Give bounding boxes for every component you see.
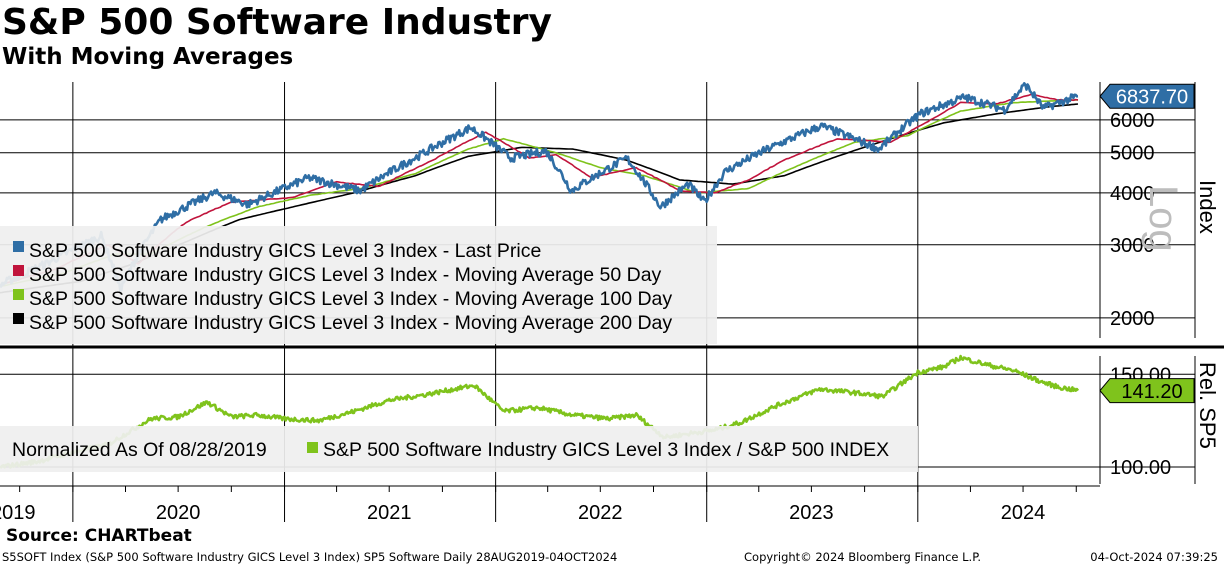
x-tick-label: 2021 [367, 502, 412, 524]
timestamp: 04-Oct-2024 07:39:25 [1090, 550, 1218, 564]
last-price-flag: 6837.70 [1099, 83, 1195, 109]
legend-entry: S&P 500 Software Industry GICS Level 3 I… [29, 264, 662, 286]
y-tick-label: 3000 [1110, 235, 1155, 257]
y-axis-title-relative: Rel. SP5 [1195, 362, 1220, 449]
x-tick-label: 2020 [156, 502, 201, 524]
legend-entry: S&P 500 Software Industry GICS Level 3 I… [323, 439, 889, 461]
x-tick-label: 2019 [0, 502, 36, 524]
x-tick-label: 2023 [789, 502, 834, 524]
legend-entry: S&P 500 Software Industry GICS Level 3 I… [29, 240, 541, 262]
series-relative-strength [0, 354, 1080, 469]
copyright-notice: Copyright© 2024 Bloomberg Finance L.P. [744, 550, 981, 564]
legend-background [0, 426, 918, 472]
legend-swatch [307, 442, 318, 453]
x-tick-label: 2024 [1001, 502, 1046, 524]
source-label: Source: CHARTbeat [6, 526, 192, 546]
y-tick-label: 5000 [1110, 143, 1155, 165]
y-tick-label: 6000 [1110, 110, 1155, 132]
relative-flag-text: 141.20 [1121, 381, 1182, 403]
log-scale-watermark: Log [1141, 185, 1185, 252]
legend-swatch [13, 313, 24, 324]
x-tick-label: 2022 [578, 502, 623, 524]
legend-entry: S&P 500 Software Industry GICS Level 3 I… [29, 312, 672, 334]
legend-swatch [13, 265, 24, 276]
legend-background [0, 226, 717, 344]
last-price-flag-box [1099, 83, 1195, 109]
series-description: S5SOFT Index (S&P 500 Software Industry … [2, 550, 618, 564]
last-price-flag-text: 6837.70 [1116, 87, 1188, 109]
series-last-price [0, 82, 1079, 292]
y-tick-label: 4000 [1110, 183, 1155, 205]
y-tick-label: 2000 [1110, 308, 1155, 330]
legend-bottom: Normalized As Of 08/28/2019 S&P 500 Softw… [0, 426, 918, 472]
relative-flag: 141.20 [1099, 378, 1195, 404]
legend-entry: S&P 500 Software Industry GICS Level 3 I… [29, 288, 672, 310]
chart-title: S&P 500 Software Industry [2, 2, 552, 43]
y-tick-label: 100.00 [1110, 457, 1171, 479]
y-axis-title: Index [1195, 180, 1220, 234]
relative-flag-box [1099, 378, 1195, 404]
chart-subtitle: With Moving Averages [2, 44, 294, 70]
legend-swatch [13, 289, 24, 300]
legend-top: S&P 500 Software Industry GICS Level 3 I… [0, 226, 717, 344]
normalized-note: Normalized As Of 08/28/2019 [12, 439, 267, 461]
legend-swatch [13, 241, 24, 252]
